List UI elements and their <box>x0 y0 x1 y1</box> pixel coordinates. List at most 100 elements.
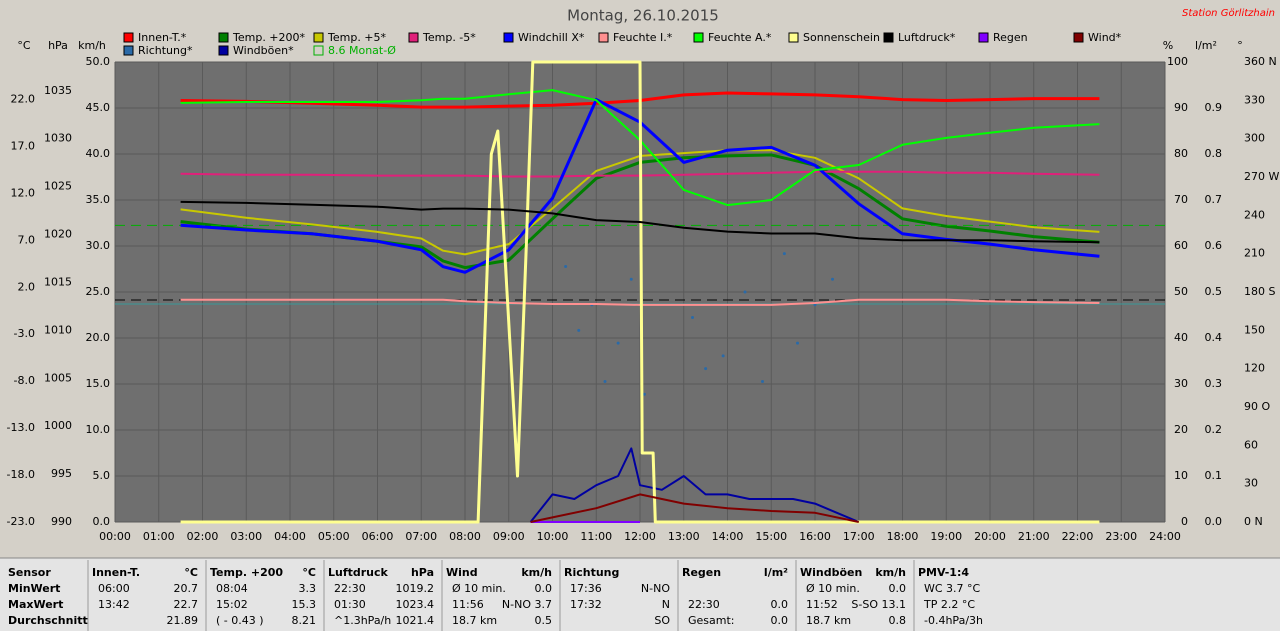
stats-value: 1023.4 <box>396 598 435 611</box>
legend-label: Windchill X* <box>518 31 585 44</box>
x-tick-label: 07:00 <box>405 530 437 543</box>
y-tick-label: 20 <box>1174 423 1188 436</box>
y-tick-label: 330 <box>1244 93 1265 106</box>
direction-dot <box>721 354 725 358</box>
y-tick-label: 0.6 <box>1205 239 1223 252</box>
y-tick-label: 1015 <box>44 275 72 288</box>
stats-value: 0.5 <box>535 614 553 627</box>
y-tick-label: 180 S <box>1244 285 1275 298</box>
axis-unit: hPa <box>48 39 68 52</box>
stats-panel <box>0 558 1280 631</box>
y-tick-label: -23.0 <box>7 515 35 528</box>
stats-value: 20.7 <box>174 582 199 595</box>
stats-value: 3.3 <box>299 582 317 595</box>
y-tick-label: 5.0 <box>93 469 111 482</box>
stats-header: Wind <box>446 566 478 579</box>
x-tick-label: 19:00 <box>930 530 962 543</box>
x-tick-label: 24:00 <box>1149 530 1181 543</box>
y-tick-label: -18.0 <box>7 468 35 481</box>
legend-swatch <box>1073 32 1084 43</box>
y-tick-label: 15.0 <box>86 377 111 390</box>
legend-label: Feuchte I.* <box>613 31 673 44</box>
y-tick-label: 150 <box>1244 323 1265 336</box>
y-tick-label: -13.0 <box>7 421 35 434</box>
stats-cell: ( - 0.43 ) <box>216 614 264 627</box>
x-tick-label: 16:00 <box>799 530 831 543</box>
y-tick-label: 300 <box>1244 132 1265 145</box>
stats-cell: 18.7 km <box>452 614 497 627</box>
y-tick-label: 995 <box>51 467 72 480</box>
stats-header: Luftdruck <box>328 566 389 579</box>
stats-value: 0.0 <box>771 614 789 627</box>
x-tick-label: 08:00 <box>449 530 481 543</box>
y-tick-label: 1010 <box>44 323 72 336</box>
y-tick-label: 0.8 <box>1205 147 1223 160</box>
direction-dot <box>629 277 633 281</box>
y-tick-label: 2.0 <box>18 280 36 293</box>
x-tick-label: 10:00 <box>537 530 569 543</box>
y-tick-label: 35.0 <box>86 193 111 206</box>
y-tick-label: 0.2 <box>1205 423 1223 436</box>
x-tick-label: 15:00 <box>755 530 787 543</box>
legend-label: Windböen* <box>233 44 294 57</box>
stats-cell: 17:36 <box>570 582 602 595</box>
stats-unit: °C <box>184 566 198 579</box>
x-tick-label: 18:00 <box>887 530 919 543</box>
y-tick-label: 0.5 <box>1205 285 1223 298</box>
stats-cell: WC 3.7 °C <box>924 582 981 595</box>
series-line <box>529 447 860 523</box>
x-tick-label: 01:00 <box>143 530 175 543</box>
x-tick-label: 02:00 <box>187 530 219 543</box>
stats-cell: ^1.3hPa/h <box>334 614 391 627</box>
x-tick-label: 12:00 <box>624 530 656 543</box>
stats-header: Temp. +200 <box>210 566 283 579</box>
direction-dot <box>761 379 764 383</box>
x-tick-label: 21:00 <box>1018 530 1050 543</box>
x-tick-label: 13:00 <box>668 530 700 543</box>
legend-swatch <box>123 32 134 43</box>
x-tick-label: 17:00 <box>843 530 875 543</box>
legend-swatch <box>883 32 894 43</box>
y-tick-label: 1000 <box>44 419 72 432</box>
axis-unit: ° <box>1237 39 1243 52</box>
stats-unit: km/h <box>875 566 906 579</box>
legend-swatch <box>598 32 609 43</box>
stats-cell: -0.4hPa/3h <box>924 614 983 627</box>
y-tick-label: 360 N <box>1244 55 1277 68</box>
y-tick-label: 40 <box>1174 331 1188 344</box>
y-tick-label: 60 <box>1174 239 1188 252</box>
stats-value: N <box>662 598 670 611</box>
y-tick-label: 45.0 <box>86 101 111 114</box>
legend-label: Temp. +200* <box>232 31 306 44</box>
stats-value: 8.21 <box>292 614 317 627</box>
stats-value: N-NO 3.7 <box>502 598 552 611</box>
stats-header: Regen <box>682 566 721 579</box>
y-tick-label: -8.0 <box>14 374 35 387</box>
y-tick-label: 1005 <box>44 371 72 384</box>
direction-dot <box>642 392 646 396</box>
stats-value: 1019.2 <box>396 582 435 595</box>
legend-swatch <box>218 45 229 56</box>
direction-dot <box>616 341 620 345</box>
legend-label: Wind* <box>1088 31 1122 44</box>
stats-header: PMV-1:4 <box>918 566 969 579</box>
station-name: Station Görlitzhain <box>1182 8 1275 19</box>
stats-value: 0.0 <box>889 582 907 595</box>
y-tick-label: 0.1 <box>1205 469 1223 482</box>
y-tick-label: 80 <box>1174 147 1188 160</box>
stats-cell: 01:30 <box>334 598 366 611</box>
stats-cell: 22:30 <box>688 598 720 611</box>
stats-row-label: Durchschnitt <box>8 614 88 627</box>
stats-cell: 17:32 <box>570 598 602 611</box>
stats-cell: 11:52 <box>806 598 838 611</box>
stats-cell: Gesamt: <box>688 614 735 627</box>
stats-cell: 11:56 <box>452 598 484 611</box>
stats-cell: 22:30 <box>334 582 366 595</box>
y-tick-label: 50 <box>1174 285 1188 298</box>
y-tick-label: 12.0 <box>11 186 36 199</box>
axis-unit: km/h <box>78 39 106 52</box>
y-tick-label: 0.9 <box>1205 101 1223 114</box>
legend-swatch <box>693 32 704 43</box>
y-tick-label: 50.0 <box>86 55 111 68</box>
